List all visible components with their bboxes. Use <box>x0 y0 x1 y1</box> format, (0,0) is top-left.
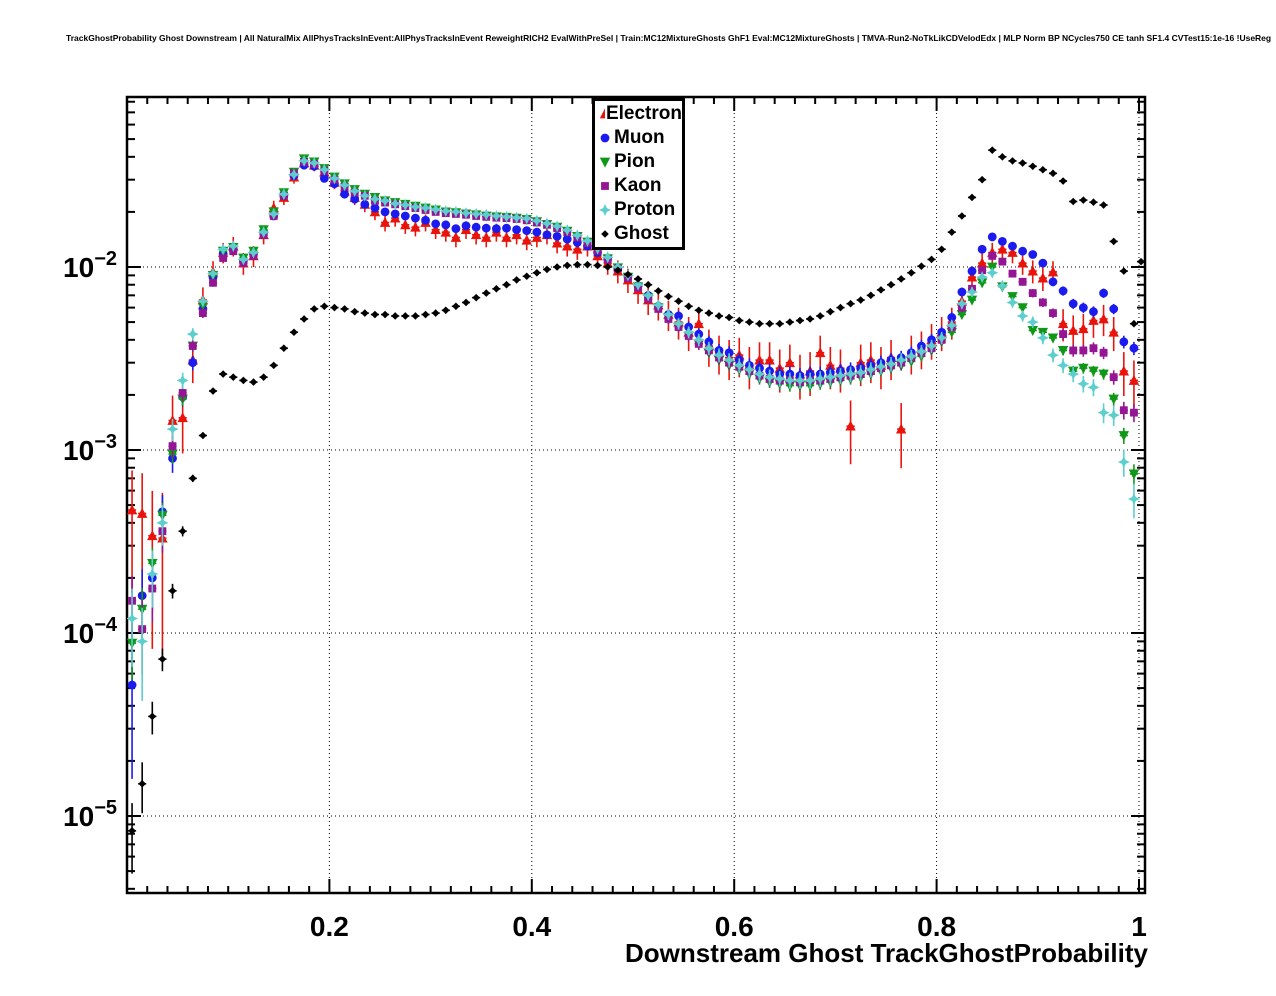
y-tick-label: 10−5 <box>63 797 117 832</box>
tick-labels: 0.2 0.4 0.6 0.8 1 10−2 10−3 10−4 10−5 <box>63 248 1147 942</box>
x-tick-label: 0.4 <box>512 911 551 942</box>
legend-item-ghost: Ghost <box>598 223 682 244</box>
legend-item-muon: Muon <box>598 127 682 148</box>
axis-ticks <box>127 97 1145 893</box>
plot-title: TrackGhostProbability Ghost Downstream |… <box>66 33 1272 43</box>
triangle-down-icon <box>599 157 611 168</box>
legend-label: Pion <box>614 151 656 172</box>
x-tick-label: 0.8 <box>917 911 956 942</box>
gridlines <box>127 97 1145 893</box>
legend: Electron Muon Pion Kaon Proton Ghost <box>592 98 685 250</box>
series-ghost <box>128 146 1145 874</box>
legend-item-proton: Proton <box>598 199 682 220</box>
y-tick-label: 10−2 <box>63 248 117 283</box>
triangle-up-icon <box>599 108 605 119</box>
x-axis-title: Downstream Ghost TrackGhostProbability <box>625 938 1148 968</box>
star4-icon <box>599 204 611 216</box>
x-tick-label: 1 <box>1131 911 1147 942</box>
legend-item-pion: Pion <box>598 151 682 172</box>
legend-label: Electron <box>605 103 682 124</box>
plot-frame <box>125 95 1147 895</box>
legend-item-electron: Electron <box>598 103 682 124</box>
series-muon <box>127 160 1139 779</box>
y-tick-label: 10−3 <box>63 431 117 466</box>
diamond-icon <box>601 230 609 238</box>
legend-label: Kaon <box>614 175 662 196</box>
x-tick-label: 0.6 <box>715 911 754 942</box>
legend-label: Ghost <box>614 223 669 244</box>
square-icon <box>601 182 609 190</box>
x-tick-label: 0.2 <box>310 911 349 942</box>
legend-item-kaon: Kaon <box>598 175 682 196</box>
series-proton <box>127 154 1140 701</box>
y-tick-label: 10−4 <box>63 614 118 649</box>
legend-label: Muon <box>614 127 665 148</box>
legend-label: Proton <box>614 199 676 220</box>
circle-icon <box>600 133 610 143</box>
